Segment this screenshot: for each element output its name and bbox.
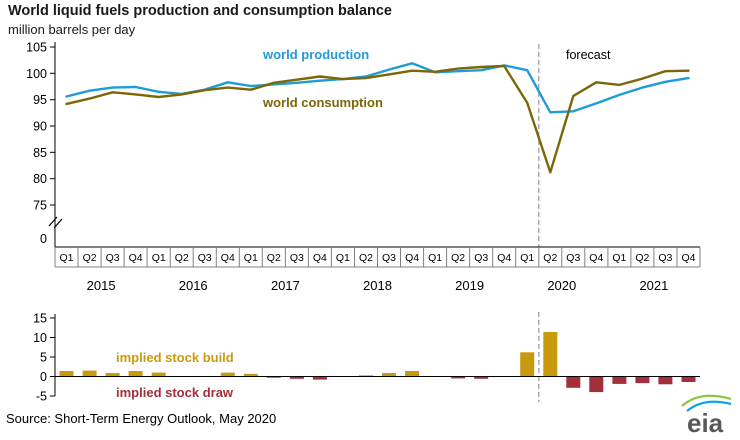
- svg-text:Q3: Q3: [106, 252, 120, 264]
- svg-text:Q2: Q2: [543, 252, 557, 264]
- svg-text:Q4: Q4: [589, 252, 603, 264]
- svg-text:85: 85: [33, 146, 47, 160]
- svg-text:Q2: Q2: [267, 252, 281, 264]
- svg-text:Q2: Q2: [83, 252, 97, 264]
- svg-text:80: 80: [33, 172, 47, 186]
- svg-text:95: 95: [33, 93, 47, 107]
- source-note: Source: Short-Term Energy Outlook, May 2…: [6, 411, 277, 426]
- svg-text:Q3: Q3: [566, 252, 580, 264]
- chart-units-label: million barrels per day: [8, 22, 136, 37]
- logo-blue-swoosh: [686, 400, 732, 412]
- svg-text:Q3: Q3: [382, 252, 396, 264]
- logo-green-swoosh: [681, 394, 732, 407]
- svg-text:Q1: Q1: [244, 252, 258, 264]
- implied-stock-bar-chart: 15 10 5 0 -5 implied stock build implied stock…: [0, 310, 740, 410]
- svg-text:Q3: Q3: [290, 252, 304, 264]
- bottom-chart-svg: 15 10 5 0 -5 implied stock build implied stock…: [33, 312, 700, 404]
- svg-text:2019: 2019: [455, 278, 484, 293]
- svg-text:Q1: Q1: [428, 252, 442, 264]
- svg-text:0: 0: [40, 232, 47, 246]
- svg-text:0: 0: [40, 370, 47, 384]
- svg-text:Q3: Q3: [198, 252, 212, 264]
- svg-text:2018: 2018: [363, 278, 392, 293]
- svg-text:implied stock draw: implied stock draw: [116, 385, 234, 400]
- production-consumption-line-chart: 105 100 95 90 85 80 75 0 Q1 Q2 Q3 Q4 Q1 Q2 Q3 Q4 Q1 Q2 Q3 Q…: [0, 40, 740, 300]
- svg-text:world consumption: world consumption: [262, 95, 383, 110]
- svg-text:100: 100: [26, 67, 47, 81]
- svg-text:2017: 2017: [271, 278, 300, 293]
- svg-text:5: 5: [40, 351, 47, 365]
- svg-text:2021: 2021: [639, 278, 668, 293]
- svg-text:Q1: Q1: [612, 252, 626, 264]
- svg-text:Q1: Q1: [520, 252, 534, 264]
- svg-text:10: 10: [33, 331, 47, 345]
- svg-text:Q1: Q1: [336, 252, 350, 264]
- svg-text:Q2: Q2: [635, 252, 649, 264]
- svg-text:Q4: Q4: [497, 252, 511, 264]
- svg-text:2015: 2015: [87, 278, 116, 293]
- eia-logo-svg: eia: [681, 394, 732, 438]
- svg-text:Q4: Q4: [313, 252, 327, 264]
- svg-text:Q4: Q4: [405, 252, 419, 264]
- svg-text:Q4: Q4: [129, 252, 143, 264]
- svg-text:75: 75: [33, 199, 47, 213]
- svg-text:90: 90: [33, 120, 47, 134]
- svg-text:Q4: Q4: [221, 252, 235, 264]
- eia-logo: eia: [678, 390, 734, 438]
- svg-text:105: 105: [26, 41, 47, 55]
- svg-text:2016: 2016: [179, 278, 208, 293]
- svg-text:Q3: Q3: [658, 252, 672, 264]
- svg-text:Q2: Q2: [359, 252, 373, 264]
- chart-title: World liquid fuels production and consum…: [8, 3, 392, 19]
- svg-text:Q2: Q2: [451, 252, 465, 264]
- svg-text:-5: -5: [36, 390, 47, 404]
- svg-text:Q1: Q1: [59, 252, 73, 264]
- logo-text: eia: [687, 408, 724, 436]
- svg-text:Q3: Q3: [474, 252, 488, 264]
- top-chart-svg: 105 100 95 90 85 80 75 0 Q1 Q2 Q3 Q4 Q1 Q2 Q3 Q4 Q1 Q2 Q3 Q…: [26, 41, 701, 293]
- svg-text:Q4: Q4: [681, 252, 695, 264]
- svg-text:2020: 2020: [547, 278, 576, 293]
- svg-text:15: 15: [33, 312, 47, 326]
- svg-text:world production: world production: [262, 47, 369, 62]
- svg-text:Q2: Q2: [175, 252, 189, 264]
- svg-text:implied stock build: implied stock build: [116, 350, 234, 365]
- svg-text:forecast: forecast: [566, 48, 611, 62]
- svg-text:Q1: Q1: [152, 252, 166, 264]
